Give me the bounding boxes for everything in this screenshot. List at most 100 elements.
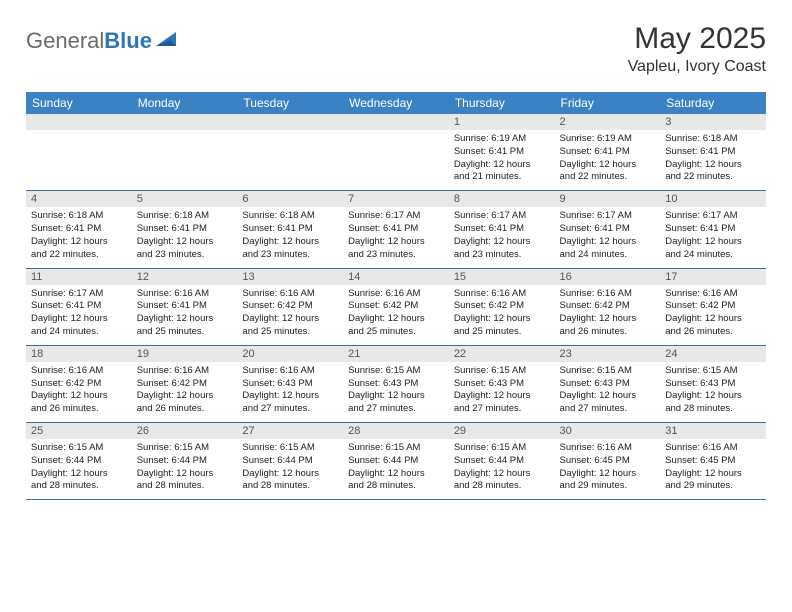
day-content: Sunrise: 6:15 AMSunset: 6:43 PMDaylight:… <box>343 362 449 422</box>
calendar-day-cell: 27Sunrise: 6:15 AMSunset: 6:44 PMDayligh… <box>237 423 343 500</box>
daylight-line-1: Daylight: 12 hours <box>560 159 656 172</box>
calendar-day-cell: 6Sunrise: 6:18 AMSunset: 6:41 PMDaylight… <box>237 191 343 268</box>
day-number-strip: 19 <box>132 346 238 362</box>
daylight-line-2: and 28 minutes. <box>137 480 233 493</box>
logo-triangle-icon <box>156 30 178 53</box>
weekday-header-cell: Wednesday <box>343 92 449 114</box>
calendar-week-row: 25Sunrise: 6:15 AMSunset: 6:44 PMDayligh… <box>26 423 766 500</box>
sunrise-line: Sunrise: 6:17 AM <box>560 210 656 223</box>
daylight-line-2: and 28 minutes. <box>348 480 444 493</box>
daylight-line-2: and 27 minutes. <box>348 403 444 416</box>
day-content-empty <box>26 130 132 188</box>
daylight-line-2: and 26 minutes. <box>137 403 233 416</box>
weekday-header-cell: Monday <box>132 92 238 114</box>
calendar-week-row: 18Sunrise: 6:16 AMSunset: 6:42 PMDayligh… <box>26 345 766 422</box>
day-number-strip: 22 <box>449 346 555 362</box>
sunset-line: Sunset: 6:41 PM <box>665 223 761 236</box>
daylight-line-2: and 22 minutes. <box>560 171 656 184</box>
daylight-line-2: and 24 minutes. <box>31 326 127 339</box>
sunset-line: Sunset: 6:41 PM <box>242 223 338 236</box>
daylight-line-1: Daylight: 12 hours <box>31 390 127 403</box>
sunset-line: Sunset: 6:44 PM <box>137 455 233 468</box>
calendar-day-cell: 10Sunrise: 6:17 AMSunset: 6:41 PMDayligh… <box>660 191 766 268</box>
day-number-strip: 10 <box>660 191 766 207</box>
daylight-line-2: and 29 minutes. <box>665 480 761 493</box>
calendar-day-cell: 2Sunrise: 6:19 AMSunset: 6:41 PMDaylight… <box>555 114 661 191</box>
sunrise-line: Sunrise: 6:15 AM <box>348 365 444 378</box>
calendar-day-cell: 8Sunrise: 6:17 AMSunset: 6:41 PMDaylight… <box>449 191 555 268</box>
day-number-strip: 27 <box>237 423 343 439</box>
sunset-line: Sunset: 6:41 PM <box>560 146 656 159</box>
calendar-day-cell: 23Sunrise: 6:15 AMSunset: 6:43 PMDayligh… <box>555 345 661 422</box>
sunset-line: Sunset: 6:44 PM <box>454 455 550 468</box>
daylight-line-1: Daylight: 12 hours <box>454 468 550 481</box>
calendar-day-cell: 15Sunrise: 6:16 AMSunset: 6:42 PMDayligh… <box>449 268 555 345</box>
day-number-strip: 26 <box>132 423 238 439</box>
daylight-line-1: Daylight: 12 hours <box>137 468 233 481</box>
sunrise-line: Sunrise: 6:16 AM <box>454 288 550 301</box>
calendar-week-row: 11Sunrise: 6:17 AMSunset: 6:41 PMDayligh… <box>26 268 766 345</box>
day-number-strip: 30 <box>555 423 661 439</box>
day-content: Sunrise: 6:16 AMSunset: 6:42 PMDaylight:… <box>343 285 449 345</box>
sunrise-line: Sunrise: 6:16 AM <box>665 288 761 301</box>
calendar-day-cell: 21Sunrise: 6:15 AMSunset: 6:43 PMDayligh… <box>343 345 449 422</box>
calendar-day-cell: 4Sunrise: 6:18 AMSunset: 6:41 PMDaylight… <box>26 191 132 268</box>
day-number-strip: 29 <box>449 423 555 439</box>
sunrise-line: Sunrise: 6:16 AM <box>137 288 233 301</box>
sunrise-line: Sunrise: 6:15 AM <box>242 442 338 455</box>
sunset-line: Sunset: 6:43 PM <box>454 378 550 391</box>
day-number-strip: 6 <box>237 191 343 207</box>
day-content: Sunrise: 6:15 AMSunset: 6:44 PMDaylight:… <box>237 439 343 499</box>
day-number-strip: 20 <box>237 346 343 362</box>
calendar-day-cell <box>26 114 132 191</box>
daylight-line-1: Daylight: 12 hours <box>454 313 550 326</box>
weekday-header-cell: Sunday <box>26 92 132 114</box>
day-number-strip: 2 <box>555 114 661 130</box>
day-content: Sunrise: 6:16 AMSunset: 6:45 PMDaylight:… <box>660 439 766 499</box>
calendar-day-cell: 19Sunrise: 6:16 AMSunset: 6:42 PMDayligh… <box>132 345 238 422</box>
sunset-line: Sunset: 6:43 PM <box>242 378 338 391</box>
sunset-line: Sunset: 6:43 PM <box>665 378 761 391</box>
month-year-title: May 2025 <box>628 22 766 56</box>
sunrise-line: Sunrise: 6:16 AM <box>242 365 338 378</box>
daylight-line-2: and 23 minutes. <box>137 249 233 262</box>
day-number-strip: 3 <box>660 114 766 130</box>
sunset-line: Sunset: 6:41 PM <box>137 223 233 236</box>
sunrise-line: Sunrise: 6:17 AM <box>665 210 761 223</box>
day-content: Sunrise: 6:16 AMSunset: 6:42 PMDaylight:… <box>555 285 661 345</box>
daylight-line-1: Daylight: 12 hours <box>242 468 338 481</box>
calendar-week-row: 1Sunrise: 6:19 AMSunset: 6:41 PMDaylight… <box>26 114 766 191</box>
day-content: Sunrise: 6:16 AMSunset: 6:43 PMDaylight:… <box>237 362 343 422</box>
logo-word-1: General <box>26 28 104 53</box>
calendar-day-cell: 31Sunrise: 6:16 AMSunset: 6:45 PMDayligh… <box>660 423 766 500</box>
daylight-line-2: and 25 minutes. <box>137 326 233 339</box>
sunset-line: Sunset: 6:43 PM <box>348 378 444 391</box>
sunrise-line: Sunrise: 6:15 AM <box>560 365 656 378</box>
daylight-line-1: Daylight: 12 hours <box>560 468 656 481</box>
sunrise-line: Sunrise: 6:16 AM <box>242 288 338 301</box>
sunrise-line: Sunrise: 6:15 AM <box>665 365 761 378</box>
calendar-day-cell: 7Sunrise: 6:17 AMSunset: 6:41 PMDaylight… <box>343 191 449 268</box>
daylight-line-2: and 25 minutes. <box>454 326 550 339</box>
sunset-line: Sunset: 6:41 PM <box>31 300 127 313</box>
sunrise-line: Sunrise: 6:15 AM <box>454 365 550 378</box>
daylight-line-1: Daylight: 12 hours <box>348 390 444 403</box>
daylight-line-1: Daylight: 12 hours <box>560 390 656 403</box>
sunset-line: Sunset: 6:44 PM <box>242 455 338 468</box>
day-number-strip: 15 <box>449 269 555 285</box>
day-content: Sunrise: 6:17 AMSunset: 6:41 PMDaylight:… <box>555 207 661 267</box>
daylight-line-1: Daylight: 12 hours <box>137 390 233 403</box>
calendar-day-cell: 17Sunrise: 6:16 AMSunset: 6:42 PMDayligh… <box>660 268 766 345</box>
calendar-day-cell: 11Sunrise: 6:17 AMSunset: 6:41 PMDayligh… <box>26 268 132 345</box>
daylight-line-2: and 24 minutes. <box>665 249 761 262</box>
weekday-header-cell: Friday <box>555 92 661 114</box>
daylight-line-2: and 26 minutes. <box>665 326 761 339</box>
calendar-day-cell: 28Sunrise: 6:15 AMSunset: 6:44 PMDayligh… <box>343 423 449 500</box>
sunrise-line: Sunrise: 6:18 AM <box>665 133 761 146</box>
sunset-line: Sunset: 6:41 PM <box>348 223 444 236</box>
sunrise-line: Sunrise: 6:18 AM <box>242 210 338 223</box>
day-content: Sunrise: 6:15 AMSunset: 6:44 PMDaylight:… <box>343 439 449 499</box>
daylight-line-1: Daylight: 12 hours <box>31 236 127 249</box>
daylight-line-2: and 23 minutes. <box>454 249 550 262</box>
day-content: Sunrise: 6:16 AMSunset: 6:41 PMDaylight:… <box>132 285 238 345</box>
